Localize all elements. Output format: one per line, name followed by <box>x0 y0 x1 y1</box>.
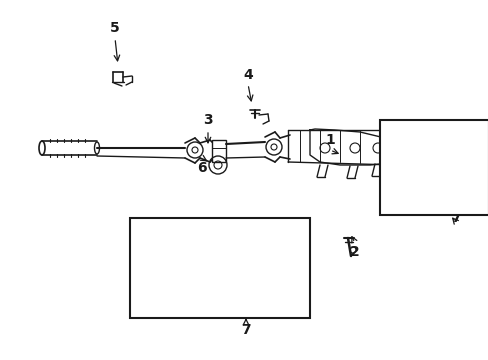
Text: 1: 1 <box>325 133 334 147</box>
Text: 4: 4 <box>243 68 252 82</box>
Ellipse shape <box>39 141 45 155</box>
Bar <box>379 120 488 215</box>
Bar <box>212 140 225 162</box>
Text: 6: 6 <box>197 161 206 175</box>
Bar <box>130 218 309 318</box>
Text: 2: 2 <box>349 245 359 259</box>
Text: 7: 7 <box>450 211 460 225</box>
Text: 3: 3 <box>203 113 212 127</box>
Bar <box>384 126 394 166</box>
Text: 7: 7 <box>241 323 250 337</box>
Text: 5: 5 <box>110 21 120 35</box>
